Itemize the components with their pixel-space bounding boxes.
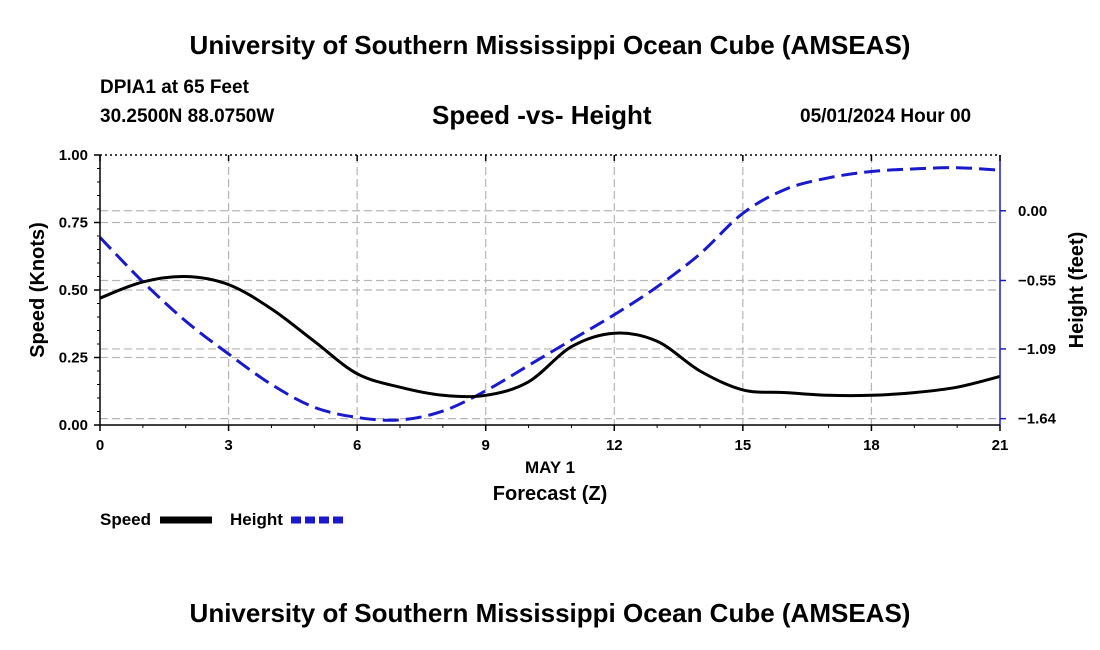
page-title: University of Southern Mississippi Ocean… xyxy=(189,30,911,60)
y2-tick-label: −1.09 xyxy=(1018,341,1056,358)
y2-tick-label: −1.64 xyxy=(1018,411,1057,428)
height-series-line xyxy=(98,166,1001,422)
y-tick-label: 1.00 xyxy=(59,147,88,164)
y2-axis-label: Height (feet) xyxy=(1066,232,1088,349)
speed-series-line xyxy=(99,274,1001,399)
y-tick-label: 0.25 xyxy=(59,350,88,367)
x-tick-label: 12 xyxy=(606,437,623,454)
forecast-datetime: 05/01/2024 Hour 00 xyxy=(800,106,972,127)
x-tick-label: 18 xyxy=(863,437,880,454)
y-tick-label: 0.00 xyxy=(59,417,88,434)
legend-label-height: Height xyxy=(230,510,283,529)
x-tick-label: 0 xyxy=(96,437,104,454)
grid-layer xyxy=(100,155,1000,425)
station-coordinates: 30.2500N 88.0750W xyxy=(100,106,275,127)
y-tick-label: 0.50 xyxy=(59,282,88,299)
x-tick-label: 6 xyxy=(353,437,361,454)
y2-tick-label: −0.55 xyxy=(1018,272,1056,289)
x-tick-label: 9 xyxy=(482,437,490,454)
y-axis-label: Speed (Knots) xyxy=(27,222,49,358)
x-axis-label: Forecast (Z) xyxy=(493,483,607,505)
y2-tick-label: 0.00 xyxy=(1018,203,1047,220)
station-name: DPIA1 at 65 Feet xyxy=(100,77,249,98)
chart-subtitle: Speed -vs- Height xyxy=(432,100,652,130)
y-tick-label: 0.75 xyxy=(59,215,88,232)
x-tick-label: 3 xyxy=(224,437,232,454)
series-layer xyxy=(98,166,1001,422)
x-tick-label: 21 xyxy=(992,437,1009,454)
legend-label-speed: Speed xyxy=(100,510,151,529)
axis-layer: 0 3 6 9 12 15 18 21 0.00 0.25 0.50 0.75 1.00 0.00 −0.5… xyxy=(59,147,1057,454)
footer-title: University of Southern Mississippi Ocean… xyxy=(189,598,911,628)
x-axis-date-label: MAY 1 xyxy=(525,458,575,477)
x-tick-label: 15 xyxy=(735,437,752,454)
legend: Speed Height xyxy=(100,510,343,529)
